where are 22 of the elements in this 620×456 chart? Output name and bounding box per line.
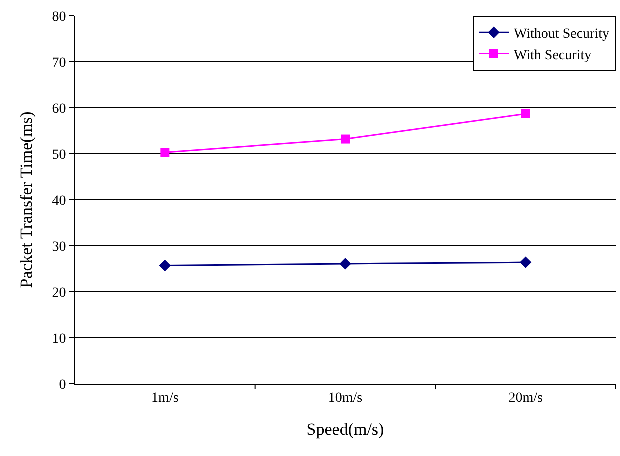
point bbox=[520, 256, 532, 268]
point bbox=[521, 109, 530, 118]
y-tick-label: 80 bbox=[52, 10, 66, 25]
y-tick-label: 10 bbox=[52, 332, 66, 347]
x-axis-title: Speed(m/s) bbox=[306, 420, 384, 440]
point bbox=[160, 148, 170, 158]
x-tick-label: 1m/s bbox=[152, 390, 179, 406]
x-tick-label: 20m/s bbox=[508, 390, 543, 406]
legend-label: Without Security bbox=[514, 27, 610, 42]
y-tick-label: 0 bbox=[59, 378, 66, 393]
y-tick-label: 40 bbox=[52, 194, 66, 209]
y-tick-label: 20 bbox=[52, 286, 66, 301]
y-tick-label: 60 bbox=[52, 102, 66, 117]
x-tick-label: 10m/s bbox=[328, 390, 363, 406]
y-axis-title: Packet Transfer Time(ms) bbox=[16, 112, 36, 288]
y-tick-label: 50 bbox=[52, 148, 66, 163]
legend-label: With Security bbox=[514, 48, 592, 64]
point bbox=[159, 260, 172, 272]
y-tick-label: 70 bbox=[52, 56, 66, 71]
point bbox=[340, 258, 352, 270]
point bbox=[341, 134, 350, 144]
y-tick-label: 30 bbox=[52, 240, 66, 255]
